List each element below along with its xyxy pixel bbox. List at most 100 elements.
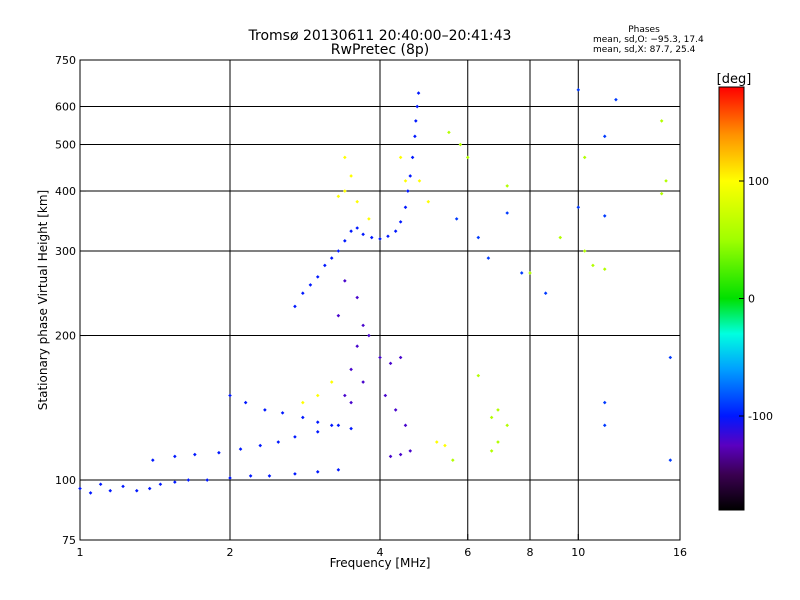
data-point	[415, 104, 419, 109]
colorbar-label: [deg]	[717, 72, 752, 87]
data-point	[315, 275, 320, 279]
data-point	[134, 488, 139, 493]
data-point	[228, 393, 232, 398]
data-point	[543, 291, 548, 296]
data-point	[576, 205, 581, 210]
data-point	[398, 220, 403, 224]
data-point	[582, 155, 587, 160]
data-point	[489, 415, 494, 420]
data-point	[228, 476, 232, 480]
data-point	[378, 237, 382, 241]
data-point	[263, 408, 267, 412]
data-point	[343, 393, 347, 398]
data-point	[367, 217, 371, 221]
data-point	[121, 484, 125, 489]
data-point	[343, 189, 347, 193]
data-point	[315, 470, 320, 474]
y-tick-label: 200	[55, 330, 76, 343]
data-point	[98, 482, 103, 487]
data-point	[582, 249, 587, 253]
data-point	[416, 91, 421, 95]
data-point	[329, 380, 334, 384]
data-point	[301, 400, 305, 405]
data-point	[349, 426, 353, 431]
x-tick-label: 6	[464, 546, 471, 559]
data-point	[361, 323, 365, 328]
data-point	[267, 474, 272, 478]
data-point	[576, 88, 581, 92]
data-point	[519, 271, 524, 275]
data-point	[454, 217, 459, 221]
y-tick-label: 600	[55, 101, 76, 114]
data-point	[329, 423, 334, 428]
data-point	[336, 423, 341, 428]
colorbar-ticks: 100 0 -100	[739, 175, 773, 423]
data-point	[393, 229, 398, 233]
data-point	[361, 232, 365, 237]
data-point	[158, 482, 163, 487]
data-point	[315, 393, 320, 398]
x-tick-label: 1	[77, 546, 84, 559]
data-point	[426, 199, 431, 204]
chart-title: Tromsø 20130611 20:40:00–20:41:43	[248, 28, 512, 44]
gridlines	[80, 60, 680, 540]
data-point	[258, 443, 263, 448]
data-point	[403, 205, 408, 210]
data-point	[591, 263, 595, 268]
data-point	[361, 380, 365, 384]
data-point	[386, 234, 390, 239]
data-point	[280, 411, 285, 415]
y-tick-label: 300	[55, 245, 76, 258]
data-point	[147, 486, 152, 491]
data-point	[417, 179, 422, 183]
data-point	[403, 179, 408, 183]
data-point	[108, 488, 113, 493]
data-point	[323, 263, 327, 268]
data-point	[336, 194, 341, 199]
data-point	[186, 478, 191, 482]
x-axis-label: Frequency [MHz]	[330, 556, 431, 570]
x-tick-label: 8	[527, 546, 534, 559]
colorbar-tick-label: 100	[748, 175, 769, 188]
data-point	[558, 235, 563, 240]
data-point	[408, 449, 413, 453]
data-point	[659, 191, 664, 196]
data-point	[369, 235, 374, 240]
data-point	[349, 400, 353, 405]
data-point	[413, 134, 417, 139]
data-point	[476, 373, 481, 378]
data-point	[476, 235, 481, 240]
data-point	[205, 478, 209, 482]
colorbar-tick-label: 0	[748, 293, 755, 306]
data-point	[414, 119, 418, 123]
chart-subtitle: RwPretec (8p)	[331, 42, 429, 58]
data-point	[315, 420, 320, 424]
data-point	[393, 408, 398, 412]
data-point	[614, 97, 618, 102]
data-point	[383, 393, 388, 398]
data-point	[293, 435, 297, 439]
data-point	[248, 474, 253, 478]
data-point	[243, 400, 248, 405]
y-axis-ticks: 75 100 200 300 400 500 600 750	[55, 54, 86, 547]
data-point	[367, 333, 371, 338]
y-tick-label: 500	[55, 139, 76, 152]
data-point	[151, 458, 155, 462]
x-tick-label: 2	[227, 546, 234, 559]
data-point	[336, 468, 341, 472]
data-point	[293, 472, 297, 476]
phase-stats-heading: Phases	[628, 25, 660, 35]
data-point	[447, 130, 451, 135]
data-point	[434, 440, 439, 444]
data-point	[343, 239, 347, 243]
y-axis-label: Stationary phase Virtual Height [km]	[36, 190, 50, 410]
data-point	[443, 443, 447, 448]
data-point	[659, 119, 664, 123]
data-point	[238, 447, 243, 451]
data-point	[173, 480, 177, 484]
data-point	[355, 226, 359, 230]
data-point	[496, 408, 500, 412]
data-point	[496, 440, 500, 444]
data-point	[276, 440, 281, 444]
